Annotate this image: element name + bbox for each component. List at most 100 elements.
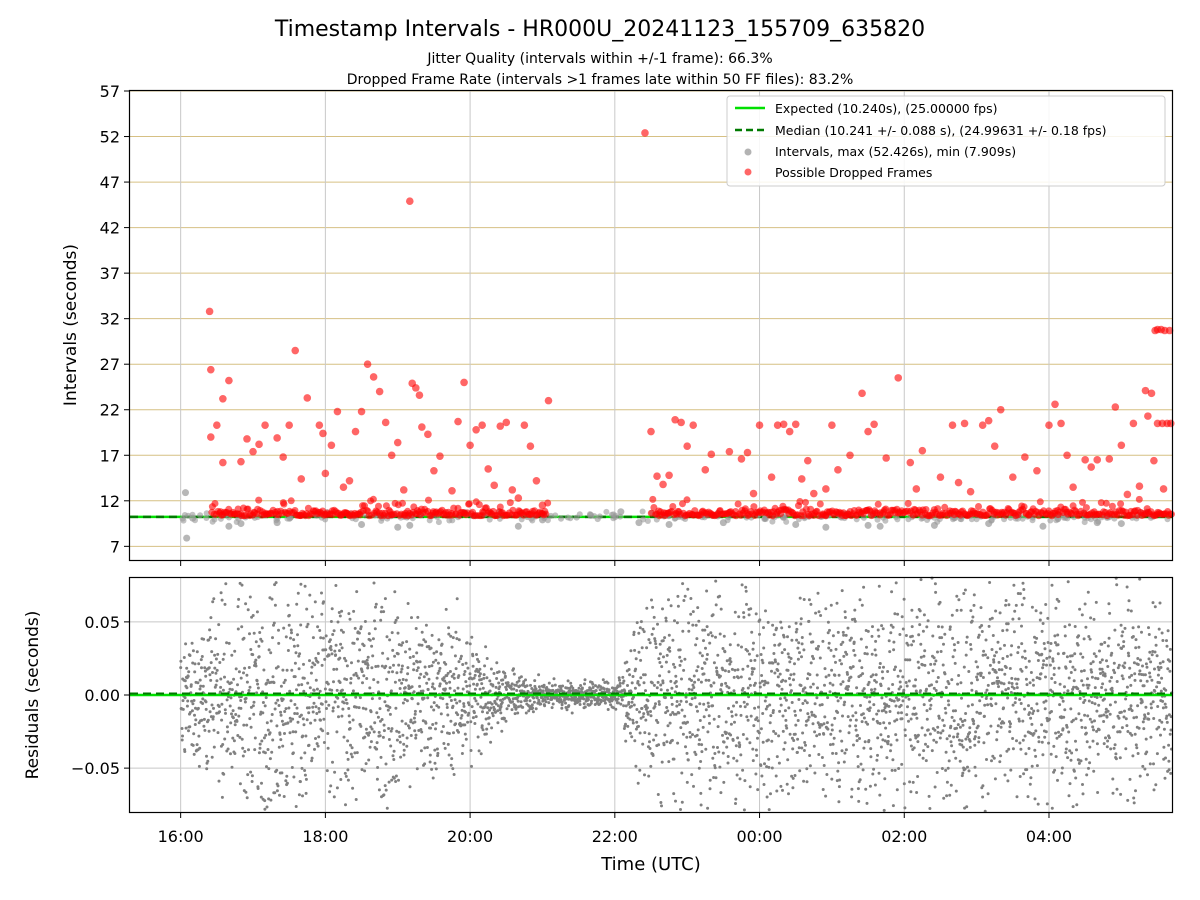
residual-point bbox=[762, 683, 766, 687]
residual-point bbox=[1156, 673, 1160, 677]
residual-point bbox=[181, 707, 185, 711]
residual-point bbox=[285, 781, 289, 785]
residual-point bbox=[711, 745, 715, 749]
residual-point bbox=[939, 650, 943, 653]
residual-point bbox=[641, 627, 645, 631]
residual-point bbox=[313, 747, 316, 751]
residual-point bbox=[405, 699, 409, 703]
residual-point bbox=[301, 717, 305, 721]
residual-point bbox=[1152, 762, 1155, 766]
residual-point bbox=[906, 643, 910, 647]
interval-point bbox=[1019, 515, 1026, 522]
residual-point bbox=[721, 647, 725, 650]
residual-point bbox=[706, 633, 710, 637]
residual-point bbox=[249, 725, 253, 729]
bottom-xtick-label: 22:00 bbox=[592, 827, 638, 846]
residual-point bbox=[322, 717, 326, 721]
residual-point bbox=[956, 732, 960, 736]
residual-point bbox=[926, 728, 930, 732]
residual-point bbox=[1160, 676, 1164, 680]
residual-point bbox=[823, 683, 826, 687]
residual-point bbox=[718, 594, 722, 598]
residual-point bbox=[871, 772, 875, 776]
residual-point bbox=[796, 646, 800, 650]
residual-point bbox=[1130, 709, 1134, 713]
residual-point bbox=[760, 674, 764, 677]
residual-point bbox=[1021, 719, 1025, 723]
residual-point bbox=[932, 686, 936, 690]
residual-point bbox=[370, 644, 374, 648]
residual-point bbox=[516, 699, 520, 703]
residual-point bbox=[967, 769, 971, 773]
residual-point bbox=[438, 666, 442, 670]
dropped-frame-point bbox=[864, 427, 872, 436]
residual-point bbox=[854, 718, 858, 722]
residual-point bbox=[713, 764, 717, 767]
residual-point bbox=[1018, 592, 1022, 596]
residual-point bbox=[341, 707, 345, 711]
residual-point bbox=[1134, 743, 1138, 747]
residual-point bbox=[706, 730, 710, 734]
residual-point bbox=[381, 735, 385, 739]
dropped-frame-point bbox=[279, 453, 287, 461]
residual-point bbox=[808, 632, 812, 636]
residual-point bbox=[231, 709, 235, 713]
residual-point bbox=[775, 755, 779, 759]
residual-point bbox=[275, 724, 279, 728]
residual-point bbox=[389, 689, 393, 693]
residual-point bbox=[802, 749, 806, 752]
interval-point bbox=[558, 515, 564, 522]
residual-point bbox=[567, 704, 571, 708]
dropped-frame-point bbox=[1021, 453, 1029, 461]
residual-point bbox=[566, 679, 570, 683]
residual-point bbox=[1157, 627, 1161, 631]
residual-point bbox=[732, 756, 736, 760]
residual-point bbox=[842, 633, 846, 637]
residual-point bbox=[320, 663, 324, 667]
residual-point bbox=[692, 784, 695, 788]
residual-point bbox=[434, 727, 437, 731]
residual-point bbox=[291, 717, 295, 721]
residual-point bbox=[466, 720, 470, 724]
residual-point bbox=[197, 734, 201, 738]
residual-point bbox=[239, 676, 243, 680]
dropped-frame-point bbox=[954, 478, 963, 487]
residual-point bbox=[826, 631, 830, 635]
residual-point bbox=[631, 718, 635, 722]
dropped-frame-point bbox=[327, 441, 336, 450]
residual-point bbox=[675, 704, 679, 708]
residual-point bbox=[914, 689, 918, 693]
residual-point bbox=[935, 680, 939, 684]
residual-point bbox=[760, 679, 764, 683]
residual-point bbox=[417, 676, 421, 680]
dropped-frame-point bbox=[291, 346, 300, 355]
residual-point bbox=[547, 681, 551, 685]
residual-point bbox=[938, 736, 942, 740]
residual-point bbox=[963, 588, 967, 592]
residual-point bbox=[1130, 733, 1134, 737]
residual-point bbox=[1137, 726, 1141, 730]
residual-point bbox=[567, 697, 571, 701]
residual-point bbox=[901, 699, 905, 703]
residual-point bbox=[617, 676, 621, 680]
residual-point bbox=[788, 683, 792, 687]
residual-point bbox=[790, 774, 794, 778]
residual-point bbox=[652, 683, 656, 687]
residual-point bbox=[1090, 720, 1094, 724]
residual-point bbox=[619, 702, 623, 706]
top-ytick-label: 47 bbox=[100, 173, 120, 192]
residual-point bbox=[838, 729, 842, 733]
residual-point bbox=[525, 684, 529, 688]
dropped-frame-point bbox=[369, 373, 378, 381]
residual-point bbox=[349, 743, 352, 747]
residual-point bbox=[942, 642, 945, 646]
residual-point bbox=[775, 789, 779, 793]
residual-point bbox=[727, 670, 731, 673]
residual-point bbox=[344, 803, 347, 807]
residual-point bbox=[674, 674, 678, 678]
residual-point bbox=[644, 689, 647, 693]
residual-point bbox=[618, 684, 622, 688]
residual-point bbox=[338, 681, 342, 684]
residual-point bbox=[484, 717, 488, 721]
